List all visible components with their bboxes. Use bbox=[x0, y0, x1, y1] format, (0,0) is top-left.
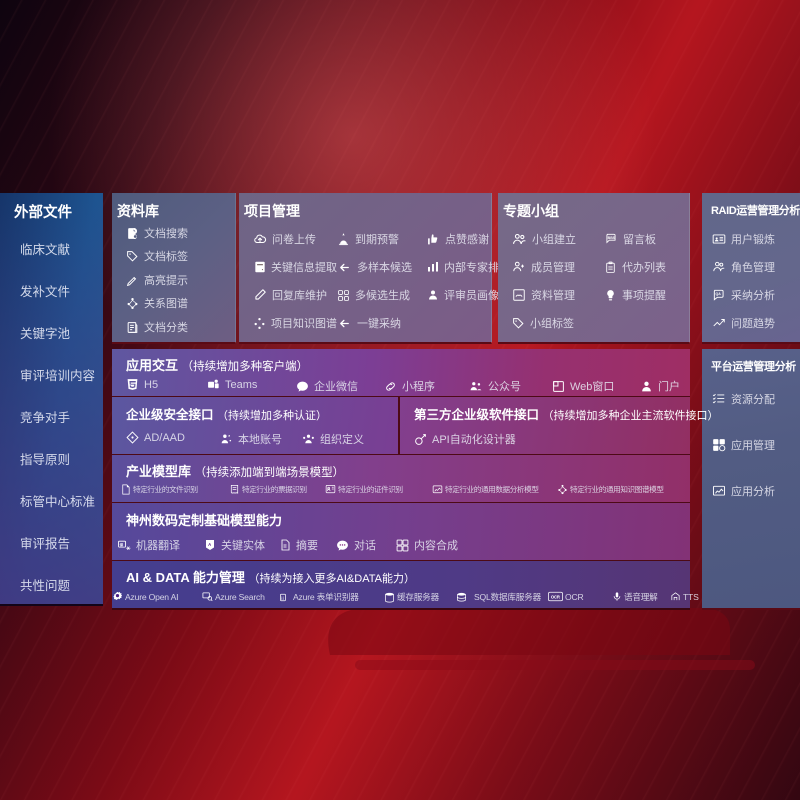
svg-text:QA: QA bbox=[716, 292, 722, 296]
svg-text:译: 译 bbox=[120, 541, 124, 546]
svg-text:OCR: OCR bbox=[551, 594, 560, 599]
svg-text:BBS: BBS bbox=[608, 236, 616, 240]
svg-text:{;}: {;} bbox=[281, 595, 284, 599]
svg-text:A: A bbox=[208, 542, 211, 547]
